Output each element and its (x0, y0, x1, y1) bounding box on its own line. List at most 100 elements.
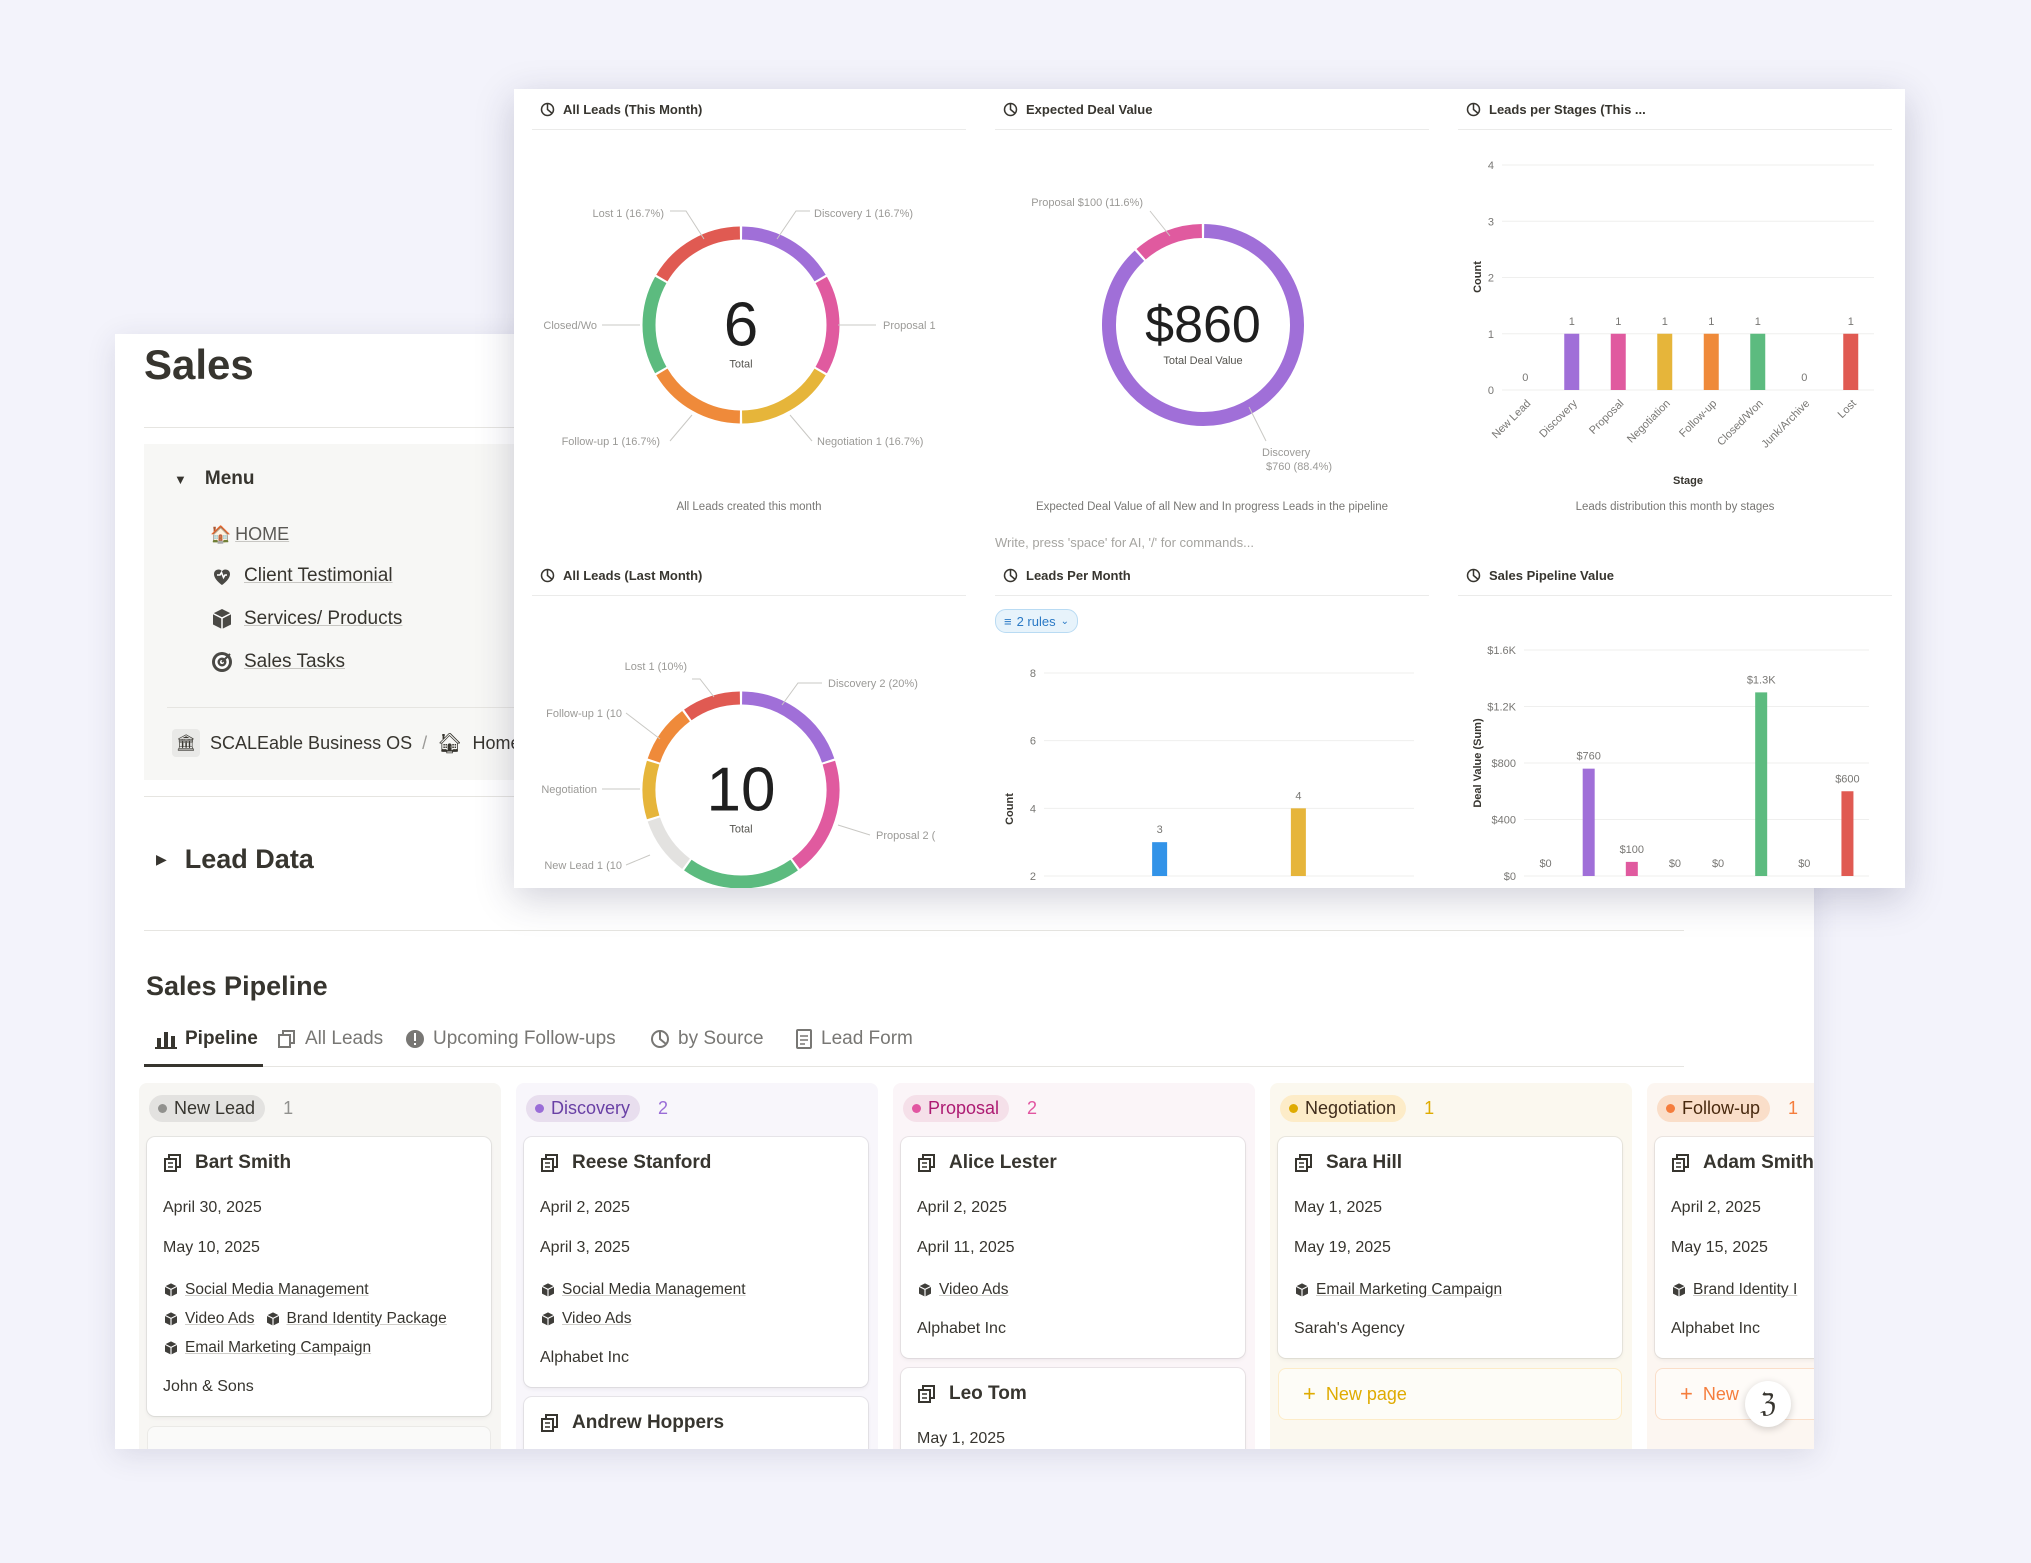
board-column-new-lead: New Lead 1 Bart Smith April 30, 2025 May 10,… (139, 1083, 501, 1449)
bar[interactable] (1625, 861, 1638, 876)
alert-icon (406, 1030, 424, 1048)
box-icon (540, 1282, 556, 1298)
triangle-down-icon[interactable]: ▼ (174, 471, 187, 487)
data-label: $100 (1620, 844, 1644, 856)
product-relation[interactable]: Social Media Management (540, 1281, 746, 1299)
product-relation[interactable]: Brand Identity Package (265, 1310, 447, 1328)
new-page-button[interactable]: + New page (1278, 1368, 1622, 1420)
pie-slice-discovery[interactable] (741, 226, 826, 282)
panel-title-sales-pipeline-value: Sales Pipeline Value (1466, 568, 1614, 583)
bar[interactable] (1152, 842, 1168, 876)
card-company: John & Sons (163, 1378, 254, 1395)
status-badge[interactable]: Follow-up (1657, 1095, 1771, 1122)
box-icon (1294, 1282, 1310, 1298)
y-tick-label: $800 (1492, 758, 1516, 770)
page-icon (540, 1153, 560, 1173)
card-products: Social Media Management (540, 1281, 756, 1303)
data-label: $0 (1539, 858, 1551, 870)
lead-card[interactable]: Reese Stanford April 2, 2025 April 3, 2025… (524, 1137, 868, 1387)
tab-by-source[interactable]: by Source (650, 1028, 764, 1050)
status-label: Proposal (928, 1098, 1000, 1118)
lead-card[interactable]: Bart Smith April 30, 2025 May 10, 2025 Soci… (147, 1137, 491, 1416)
pie-slice-negotiation[interactable] (642, 760, 660, 820)
triangle-right-icon[interactable]: ▶ (156, 851, 167, 867)
status-badge[interactable]: Proposal (903, 1095, 1010, 1122)
y-tick-label: 2 (1488, 273, 1494, 285)
data-label: $1.3K (1747, 674, 1776, 686)
pie-slice-proposal[interactable] (791, 760, 840, 869)
plus-icon: + (1680, 1381, 1693, 1406)
new-page-button[interactable] (147, 1426, 491, 1449)
tab-pipeline[interactable]: Pipeline (155, 1028, 258, 1050)
bar[interactable] (1582, 768, 1595, 876)
lead-card[interactable]: Adam Smith April 2, 2025 May 15, 2025 Brand… (1655, 1137, 1814, 1358)
panel-title-text: Sales Pipeline Value (1489, 568, 1615, 583)
bar[interactable] (1750, 333, 1766, 390)
product-label: Social Media Management (562, 1281, 746, 1298)
lead-card[interactable]: Andrew Hoppers (524, 1397, 868, 1449)
bar[interactable] (1290, 808, 1306, 876)
menu-toggle[interactable]: ▼ Menu (174, 468, 254, 490)
menu-toggle-label: Menu (204, 468, 255, 489)
pie-slice-discovery[interactable] (1102, 224, 1304, 426)
bar[interactable] (1755, 692, 1768, 876)
product-relation[interactable]: Video Ads (163, 1310, 255, 1328)
tab-all-leads[interactable]: All Leads (277, 1028, 383, 1050)
pie-slice-proposal[interactable] (815, 276, 840, 374)
menu-item-services-products[interactable]: Services/ Products (210, 607, 402, 631)
pie-slice-proposal[interactable] (1136, 224, 1203, 260)
card-date: April 11, 2025 (917, 1239, 1015, 1256)
menu-item-sales-tasks[interactable]: Sales Tasks (210, 650, 345, 674)
status-badge[interactable]: New Lead (149, 1095, 266, 1122)
pie-slice-negotiation[interactable] (741, 368, 826, 424)
notion-ai-button[interactable]: ℨ (1745, 1381, 1791, 1427)
lead-data-toggle[interactable]: ▶ Lead Data (156, 844, 314, 875)
pie-slice-closed-won[interactable] (642, 276, 667, 374)
status-badge[interactable]: Discovery (526, 1095, 641, 1122)
lead-card[interactable]: Sara Hill May 1, 2025 May 19, 2025 Email Ma… (1278, 1137, 1622, 1358)
product-relation[interactable]: Brand Identity I (1671, 1281, 1797, 1299)
lead-card[interactable]: Leo Tom May 1, 2025 (901, 1368, 1245, 1449)
pie-slice-closed-won[interactable] (684, 859, 798, 888)
column-count: 1 (1424, 1098, 1435, 1118)
data-label: 1 (1708, 316, 1714, 328)
tab-lead-form[interactable]: Lead Form (795, 1028, 913, 1050)
pie-slice-discovery[interactable] (741, 691, 835, 763)
divider (144, 427, 544, 428)
box-icon (163, 1311, 179, 1327)
pie-slice-lost[interactable] (656, 226, 741, 282)
bar[interactable] (1841, 791, 1854, 876)
board-column-discovery: Discovery 2 Reese Stanford April 2, 2025 Apr… (516, 1083, 878, 1449)
filter-rules-chip[interactable]: ≡ 2 rules ⌄ (995, 609, 1079, 633)
bar[interactable] (1843, 333, 1859, 390)
breadcrumb-item[interactable]: SCALEable Business OS (210, 732, 413, 753)
tab-label: Upcoming Follow-ups (433, 1028, 616, 1049)
menu-item-label: Sales Tasks (244, 651, 346, 672)
pie-slice-follow-up[interactable] (647, 711, 691, 763)
product-relation[interactable]: Video Ads (540, 1310, 632, 1328)
bar[interactable] (1657, 333, 1673, 390)
new-page-button[interactable]: + New (1655, 1368, 1814, 1420)
box-icon (163, 1340, 179, 1356)
ai-face-icon: ℨ (1759, 1389, 1777, 1419)
product-relation[interactable]: Email Marketing Campaign (1294, 1281, 1502, 1299)
status-dot (1289, 1104, 1298, 1113)
status-badge[interactable]: Negotiation (1280, 1095, 1407, 1122)
menu-item-client-testimonial[interactable]: Client Testimonial (210, 564, 393, 588)
bar[interactable] (1564, 333, 1580, 390)
product-relation[interactable]: Video Ads (917, 1281, 1009, 1299)
editor-placeholder[interactable]: Write, press 'space' for AI, '/' for com… (995, 535, 1254, 550)
product-relation[interactable]: Email Marketing Campaign (163, 1339, 371, 1357)
pie-slice-lost[interactable] (684, 691, 741, 721)
lead-card[interactable]: Alice Lester April 2, 2025 April 11, 2025 V… (901, 1137, 1245, 1358)
bar[interactable] (1703, 333, 1719, 390)
tab-upcoming-follow-ups[interactable]: Upcoming Follow-ups (405, 1028, 616, 1050)
pie-slice-follow-up[interactable] (656, 368, 741, 424)
product-relation[interactable]: Social Media Management (163, 1281, 369, 1299)
bank-icon: 🏛 (172, 729, 200, 757)
menu-item-home[interactable]: 🏠 HOME (210, 524, 289, 545)
breadcrumb-item[interactable]: Home (472, 732, 521, 753)
pie-slice-label: Follow-up 1 (10 (546, 708, 622, 720)
bar[interactable] (1610, 333, 1626, 390)
pie-slice-new-lead[interactable] (647, 817, 691, 869)
